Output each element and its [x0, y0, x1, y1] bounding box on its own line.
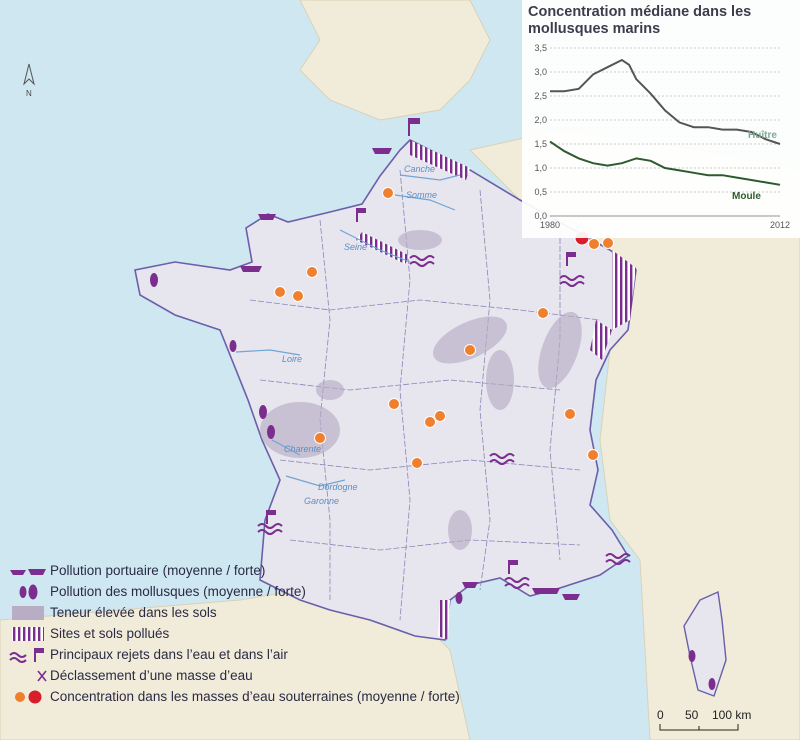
series-label: Huître [748, 130, 777, 141]
downgrade-icon [37, 670, 47, 681]
mollusc-pollution-icon [19, 584, 38, 599]
series-line-moule [549, 140, 781, 186]
y-tick-label: 3,5 [534, 43, 547, 53]
rivers [235, 174, 461, 487]
y-tick-label: 2,5 [534, 91, 547, 101]
y-tick-label: 1,0 [534, 163, 547, 173]
legend-item-polluted-sites: Sites et sols pollués [6, 623, 476, 644]
river-label-somme: Somme [406, 190, 437, 200]
river-label-dordogne: Dordogne [318, 482, 358, 492]
department-borders [249, 169, 601, 621]
y-tick-label: 2,0 [534, 115, 547, 125]
flag-symbols [266, 118, 576, 574]
great-britain [299, 0, 491, 121]
legend-item-groundwater: Concentration dans les masses d’eau sout… [6, 686, 476, 707]
north-arrow-icon [23, 63, 35, 86]
legend-label: Pollution des mollusques (moyenne / fort… [50, 584, 306, 599]
river-label-garonne: Garonne [304, 496, 339, 506]
series-label: Moule [732, 191, 761, 202]
legend-item-soil-content: Teneur élevée dans les sols [6, 602, 476, 623]
polluted-sites-icon [12, 626, 44, 641]
legend-item-port-pollution: Pollution portuaire (moyenne / forte) [6, 560, 476, 581]
legend-item-emissions: Principaux rejets dans l’eau et dans l’a… [6, 644, 476, 665]
legend-label: Sites et sols pollués [50, 626, 170, 641]
series-line-huitre [550, 58, 781, 145]
groundwater-icon [15, 690, 42, 703]
mollusc-pollution-symbols [150, 273, 716, 690]
france-mainland [134, 139, 637, 641]
port-pollution-icon [10, 568, 46, 575]
port-pollution-symbols [240, 148, 580, 600]
river-label-seine: Seine [344, 242, 367, 252]
x-tick-label: 1980 [540, 220, 560, 230]
legend-label: Teneur élevée dans les sols [50, 605, 217, 620]
legend-label: Déclassement d’une masse d’eau [50, 668, 253, 683]
y-tick-label: 0,0 [534, 211, 547, 221]
legend-label: Principaux rejets dans l’eau et dans l’a… [50, 647, 288, 662]
soil-content-icon [12, 605, 44, 620]
emissions-icon [9, 647, 44, 663]
chart-title: Concentration médiane dans les mollusque… [528, 4, 752, 37]
legend-item-mollusc-pollution: Pollution des mollusques (moyenne / fort… [6, 581, 476, 602]
scale-bar: 0 50 100 km [654, 708, 774, 734]
scale-label-50: 50 [685, 708, 699, 722]
corsica [683, 590, 727, 697]
river-label-canche: Canche [404, 164, 435, 174]
river-label-loire: Loire [282, 354, 302, 364]
legend: Pollution portuaire (moyenne / forte) Po… [6, 560, 476, 707]
legend-item-downgrade: Déclassement d’une masse d’eau [6, 665, 476, 686]
scale-label-100: 100 km [712, 708, 752, 722]
scale-bar-line [659, 724, 739, 731]
north-arrow-label: N [26, 89, 32, 98]
line-chart: 0,0 0,5 1,0 1,5 2,0 2,5 3,0 3,5 1980 2012 Huître Mo… [534, 43, 790, 230]
y-tick-label: 3,0 [534, 67, 547, 77]
scale-label-0: 0 [657, 708, 664, 722]
chart-panel: Concentration médiane dans les mollusque… [522, 0, 800, 238]
x-tick-label: 2012 [770, 220, 790, 230]
y-tick-label: 0,5 [534, 187, 547, 197]
river-label-charente: Charente [284, 444, 321, 454]
y-tick-label: 1,5 [534, 139, 547, 149]
emission-symbols [257, 255, 631, 589]
legend-label: Pollution portuaire (moyenne / forte) [50, 563, 266, 578]
legend-label: Concentration dans les masses d’eau sout… [50, 689, 460, 704]
